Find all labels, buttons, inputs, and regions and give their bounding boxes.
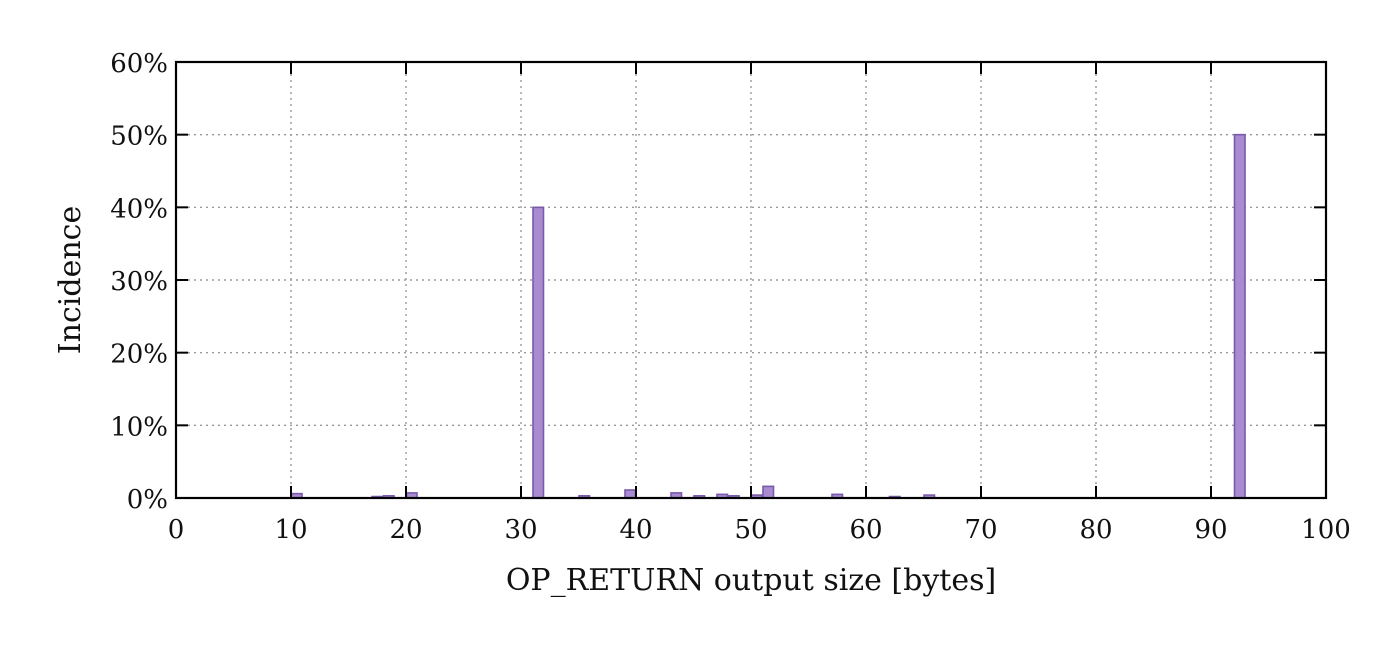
x-tick-label: 100 <box>1301 515 1351 545</box>
x-tick-label: 40 <box>619 515 652 545</box>
bar <box>1233 133 1246 499</box>
bar <box>762 485 775 499</box>
y-axis-label: Incidence <box>53 206 88 354</box>
x-tick-label: 30 <box>504 515 537 545</box>
x-tick-label: 50 <box>734 515 767 545</box>
y-tick-label: 30% <box>110 267 168 297</box>
y-tick-label: 60% <box>110 49 168 79</box>
x-tick-label: 0 <box>168 515 185 545</box>
x-tick-label: 80 <box>1079 515 1112 545</box>
y-tick-label: 20% <box>110 340 168 370</box>
x-axis-label: OP_RETURN output size [bytes] <box>506 563 996 598</box>
bar <box>624 489 637 499</box>
y-tick-label: 0% <box>127 485 168 515</box>
bar <box>532 206 545 499</box>
y-tick-label: 10% <box>110 412 168 442</box>
y-tick-label: 50% <box>110 122 168 152</box>
x-tick-label: 70 <box>964 515 997 545</box>
x-tick-label: 20 <box>389 515 422 545</box>
y-tick-label: 40% <box>110 194 168 224</box>
x-tick-label: 10 <box>274 515 307 545</box>
x-tick-label: 60 <box>849 515 882 545</box>
x-tick-label: 90 <box>1194 515 1227 545</box>
